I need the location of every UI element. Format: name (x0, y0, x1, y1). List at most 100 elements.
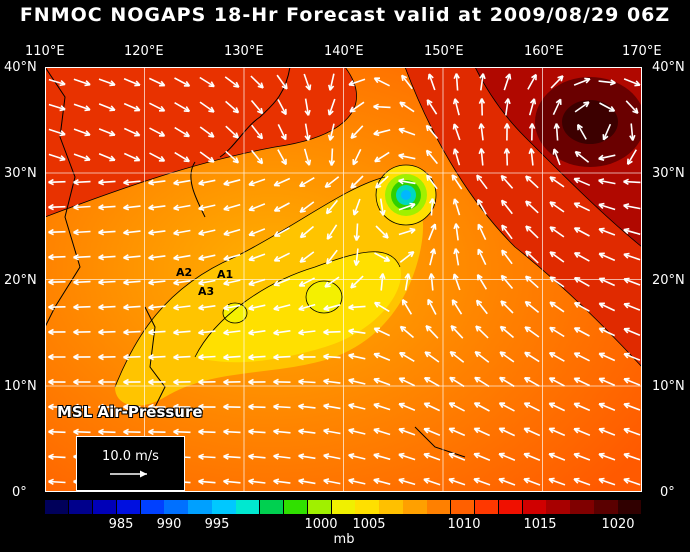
wind-vector-head (476, 174, 483, 181)
wind-vector-head (352, 209, 359, 216)
wind-vector (451, 299, 463, 315)
colorbar (45, 500, 643, 514)
wind-vector (598, 302, 616, 312)
wind-vector-head (348, 328, 355, 335)
wind-vector-head (73, 428, 79, 436)
wind-vector (552, 98, 562, 116)
wind-vector-head (430, 223, 437, 230)
wind-vector-head (632, 107, 639, 114)
wind-vector-head (479, 73, 486, 80)
vector-scale-arrow (110, 470, 147, 478)
wind-vector (298, 303, 316, 311)
wind-vector (329, 73, 335, 91)
wind-vector-head (401, 299, 408, 306)
wind-vector-head (426, 99, 433, 106)
wind-vector-head (452, 148, 459, 155)
wind-vector (398, 128, 416, 136)
wind-vector (455, 73, 459, 91)
wind-vector-head (273, 428, 280, 435)
wind-vector (499, 402, 515, 412)
wind-vector (623, 478, 641, 486)
wind-vector (623, 180, 641, 184)
wind-vector (248, 253, 266, 261)
colorbar-swatch (140, 500, 165, 514)
wind-vector (525, 250, 539, 264)
wind-vector-head (379, 209, 386, 216)
wind-vector-head (503, 123, 511, 129)
wind-vector-head (305, 84, 312, 91)
wind-vector-head (109, 105, 116, 112)
wind-vector-head (98, 428, 104, 436)
wind-vector-head (123, 428, 129, 436)
colorbar-tick-1010: 1010 (447, 517, 481, 532)
wind-vector (348, 78, 366, 86)
wind-vector-head (524, 275, 532, 282)
wind-vector-head (327, 109, 334, 116)
wind-vector (274, 252, 290, 262)
wind-vector (598, 80, 616, 84)
wind-vector-head (373, 452, 380, 460)
wind-vector-head (148, 329, 154, 336)
wind-vector-head (478, 123, 485, 130)
wind-vector-head (428, 273, 435, 280)
wind-vector-head (524, 326, 531, 333)
vector-scale-legend: 10.0 m/s (76, 436, 185, 491)
wind-vector (398, 228, 416, 236)
wind-vector-head (123, 304, 129, 311)
wind-vector-head (500, 199, 508, 206)
wind-vector-head (573, 202, 580, 209)
wind-vector-head (123, 229, 130, 236)
wind-vector-head (475, 325, 482, 332)
wind-vector (573, 78, 591, 86)
wind-vector-head (299, 256, 306, 263)
wind-vector-head (223, 378, 229, 386)
colorbar-swatch (188, 500, 213, 514)
wind-vector-head (373, 103, 379, 111)
colorbar-swatch (331, 500, 356, 514)
wind-vector-head (273, 255, 280, 262)
high-pressure-core (562, 100, 618, 144)
wind-vector-head (48, 178, 54, 186)
colorbar-swatch (570, 500, 595, 514)
wind-vector (198, 355, 216, 359)
wind-vector (225, 100, 239, 114)
wind-vector (398, 179, 416, 185)
wind-vector-head (598, 277, 605, 284)
wind-vector (423, 478, 441, 486)
wind-vector-head (173, 378, 179, 386)
wind-vector-head (328, 160, 336, 166)
wind-vector (549, 251, 565, 263)
wind-vector-head (198, 378, 204, 386)
wind-vector-head (499, 325, 507, 332)
wind-vector (373, 327, 391, 337)
wind-vector (173, 280, 191, 284)
wind-vector (524, 377, 540, 387)
wind-vector-head (598, 202, 605, 209)
wind-vector (549, 301, 565, 313)
wind-vector-head (59, 105, 66, 112)
wind-vector (303, 73, 311, 91)
wind-vector (173, 229, 191, 235)
wind-vector-head (505, 73, 512, 80)
wind-vector-head (208, 81, 215, 88)
wind-vector (48, 230, 66, 234)
wind-vector (598, 428, 616, 436)
wind-vector (250, 149, 264, 165)
wind-vector (324, 276, 340, 288)
wind-vector (98, 153, 116, 161)
wind-vector (98, 280, 116, 284)
wind-vector (326, 224, 338, 240)
wind-vector (248, 480, 266, 484)
wind-vector-head (629, 134, 636, 141)
wind-vector (548, 453, 566, 461)
colorbar-swatch (283, 500, 309, 514)
wind-vector-head (323, 328, 329, 336)
wind-vector-head (183, 80, 191, 87)
wind-vector-head (325, 207, 333, 215)
wind-vector-head (573, 377, 580, 384)
wind-vector-head (273, 180, 280, 187)
wind-vector (48, 205, 66, 209)
wind-vector-head (623, 352, 630, 359)
wind-vector (274, 227, 290, 237)
lat-label-right-40n: 40°N (652, 60, 685, 75)
